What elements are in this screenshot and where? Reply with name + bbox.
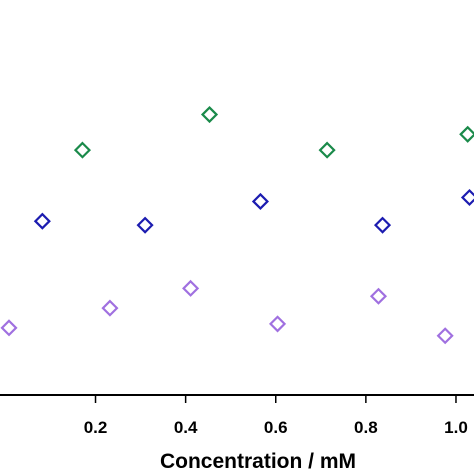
data-point-diamond — [460, 188, 474, 207]
data-point-diamond — [251, 192, 269, 211]
x-axis-ticks — [94, 395, 457, 403]
x-tick-label: 0.6 — [264, 418, 288, 437]
x-axis-title: Concentration / mM — [160, 450, 356, 473]
data-point-diamond — [373, 216, 392, 234]
x-tick-label: 0.2 — [84, 418, 108, 437]
x-tick-label: 1.0 — [444, 418, 468, 437]
data-point-diamond — [268, 315, 287, 333]
data-point-diamond — [459, 125, 474, 143]
x-tick-label: 0.8 — [354, 418, 378, 437]
x-axis-tick-labels: 0.20.40.60.81.01.2 — [84, 418, 468, 437]
data-point-diamond — [136, 216, 154, 234]
data-point-diamond — [200, 105, 219, 124]
x-tick-label: 0.4 — [174, 418, 198, 437]
data-point-diamond — [33, 212, 51, 230]
data-point-diamond — [73, 141, 92, 159]
data-point-diamond — [101, 299, 119, 317]
plot-area — [0, 105, 474, 345]
series-2 — [33, 188, 474, 234]
data-point-diamond — [0, 319, 18, 337]
data-point-diamond — [318, 141, 336, 159]
data-point-diamond — [369, 287, 388, 305]
data-point-diamond — [436, 327, 454, 345]
series-1 — [73, 105, 474, 159]
data-point-diamond — [182, 279, 200, 297]
series-3 — [0, 279, 454, 345]
